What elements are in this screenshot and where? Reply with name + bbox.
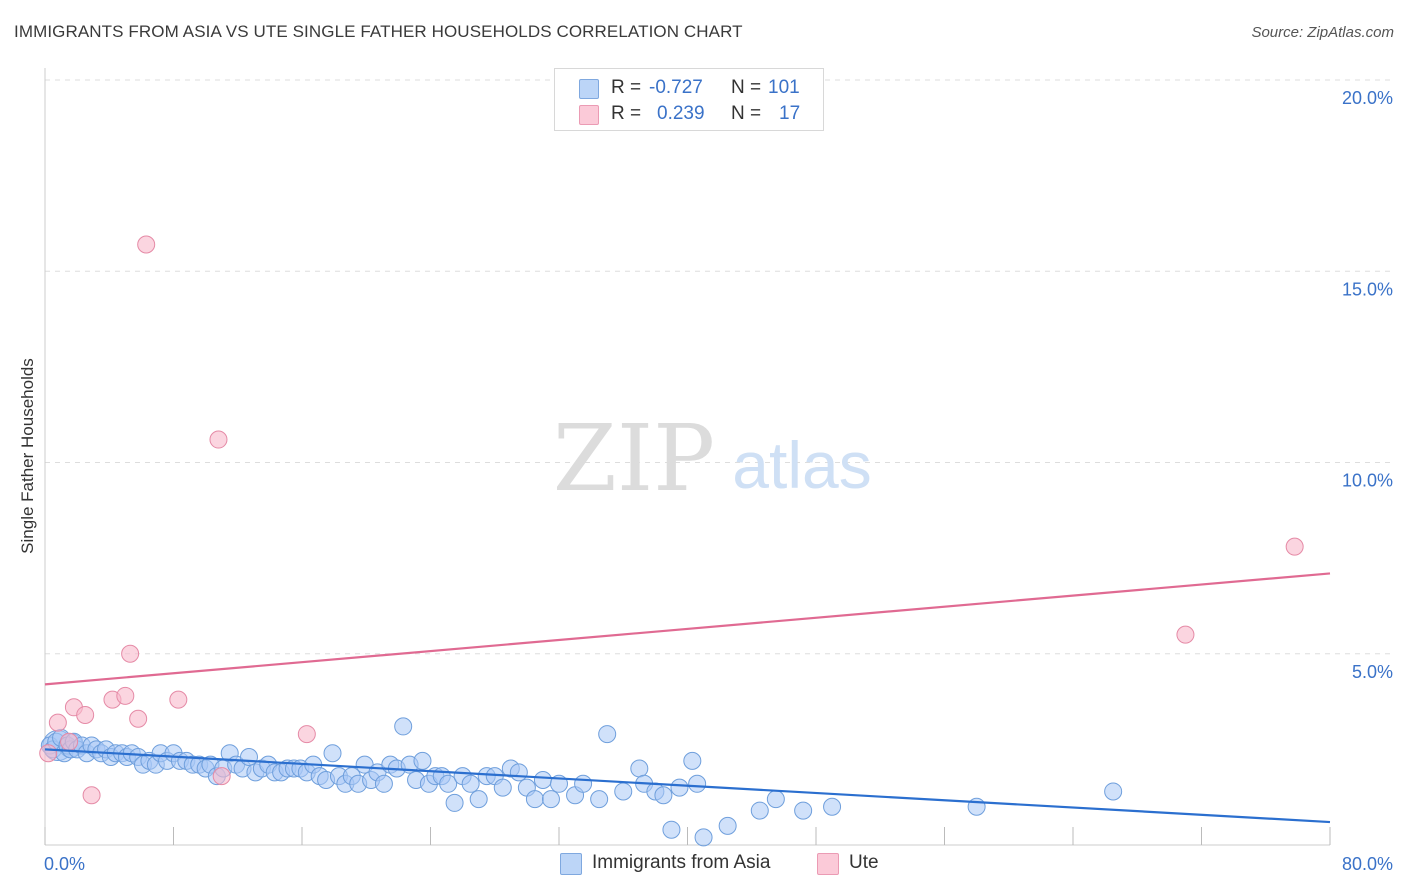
- correlation-legend: R = -0.727 N = 101 R = 0.239 N = 17: [554, 68, 824, 131]
- data-point: [439, 774, 458, 793]
- bottom-legend-label-ute: Ute: [849, 852, 879, 873]
- data-point: [374, 774, 393, 793]
- data-point: [598, 725, 617, 744]
- data-point: [670, 778, 689, 797]
- data-point: [654, 786, 673, 805]
- y-tick-label: 10.0%: [1342, 471, 1393, 491]
- data-point: [574, 774, 593, 793]
- data-point: [76, 705, 95, 724]
- series-ute: [39, 235, 1304, 805]
- gridlines: [45, 79, 1390, 655]
- watermark-zip: ZIP: [553, 405, 715, 512]
- y-tick-label: 5.0%: [1352, 662, 1393, 682]
- data-point: [694, 828, 713, 847]
- data-point: [590, 790, 609, 809]
- bottom-legend-swatch-asia: [560, 853, 582, 875]
- source-credit: Source: ZipAtlas.com: [1251, 24, 1394, 41]
- legend-r-label: R =: [611, 77, 642, 98]
- data-point: [209, 430, 228, 449]
- legend-n-value: 17: [779, 103, 801, 124]
- data-point: [323, 744, 342, 763]
- data-point: [1285, 537, 1304, 556]
- data-point: [1176, 625, 1195, 644]
- data-point: [823, 797, 842, 816]
- data-point: [525, 790, 544, 809]
- data-point: [413, 751, 432, 770]
- legend-swatch-asia: [579, 79, 599, 99]
- watermark: ZIP atlas: [553, 405, 872, 512]
- y-tick-label: 20.0%: [1342, 88, 1393, 108]
- legend-n-value: 101: [768, 77, 800, 98]
- data-point: [509, 763, 528, 782]
- watermark-atlas: atlas: [732, 428, 871, 502]
- legend-r-value: 0.239: [657, 103, 705, 124]
- y-axis-label: Single Father Households: [18, 358, 37, 554]
- data-point: [212, 767, 231, 786]
- data-point: [60, 732, 79, 751]
- data-point: [48, 713, 67, 732]
- trend-line-ute: [44, 572, 1331, 686]
- axes: [44, 68, 1331, 846]
- data-point: [750, 801, 769, 820]
- data-point: [461, 774, 480, 793]
- x-tick-label: 0.0%: [44, 854, 85, 874]
- trend-lines: [44, 572, 1331, 824]
- data-point: [493, 778, 512, 797]
- data-point: [718, 816, 737, 835]
- data-point: [794, 801, 813, 820]
- data-point: [297, 725, 316, 744]
- data-point: [683, 751, 702, 770]
- trend-line-asia: [44, 748, 1331, 824]
- bottom-legend-label-asia: Immigrants from Asia: [592, 852, 771, 873]
- legend-n-label: N =: [731, 77, 762, 98]
- data-point: [533, 770, 552, 789]
- y-tick-label: 15.0%: [1342, 279, 1393, 299]
- legend-n-label: N =: [731, 103, 762, 124]
- data-point: [662, 820, 681, 839]
- series-immigrants-from-asia: [40, 717, 1123, 847]
- data-point: [1104, 782, 1123, 801]
- data-point: [129, 709, 148, 728]
- data-point: [614, 782, 633, 801]
- bottom-legend-swatch-ute: [817, 853, 839, 875]
- tick-labels: 5.0% 10.0% 15.0% 20.0% 0.0% 80.0%: [44, 88, 1393, 874]
- data-point: [116, 686, 135, 705]
- data-point: [445, 793, 464, 812]
- legend-r-value: -0.727: [649, 77, 703, 98]
- legend-swatch-ute: [579, 105, 599, 125]
- data-point: [137, 235, 156, 254]
- data-point: [630, 759, 649, 778]
- data-point: [541, 790, 560, 809]
- data-point: [688, 774, 707, 793]
- data-point: [169, 690, 188, 709]
- data-point: [766, 790, 785, 809]
- data-point: [121, 644, 140, 663]
- data-point: [39, 744, 58, 763]
- chart-title: IMMIGRANTS FROM ASIA VS UTE SINGLE FATHE…: [14, 22, 743, 41]
- data-point: [469, 790, 488, 809]
- x-tick-label: 80.0%: [1342, 854, 1393, 874]
- data-point: [82, 786, 101, 805]
- legend-r-label: R =: [611, 103, 642, 124]
- data-point: [394, 717, 413, 736]
